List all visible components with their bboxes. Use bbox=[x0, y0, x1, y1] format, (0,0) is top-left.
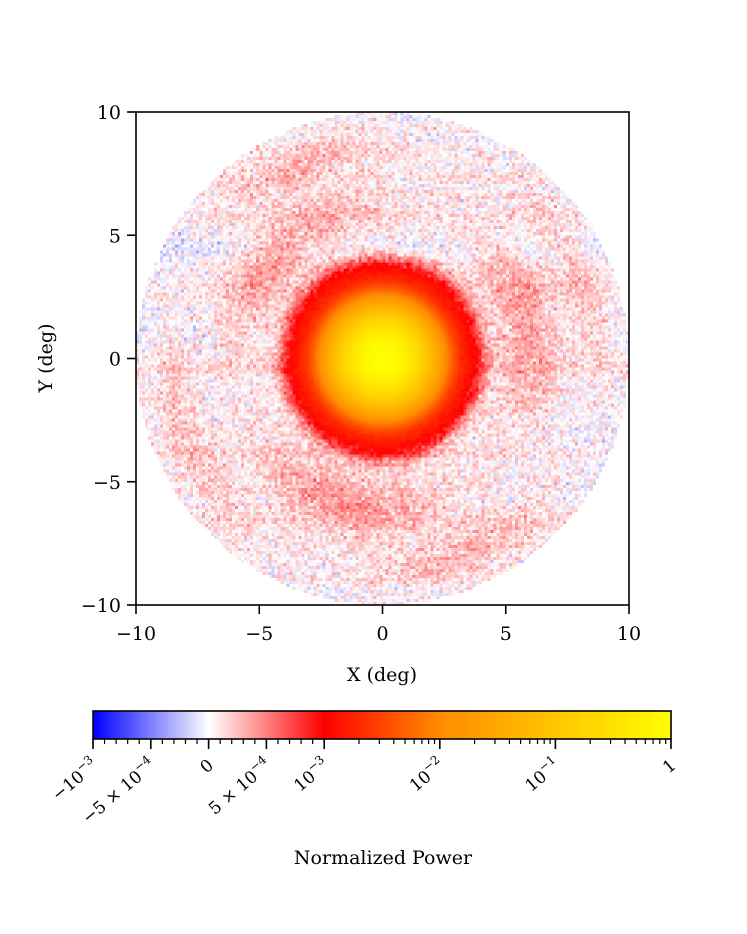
colorbar-tick-label: 5 × 10−4 bbox=[203, 752, 276, 819]
y-tick-label: −10 bbox=[81, 595, 121, 617]
x-tick-label: 5 bbox=[500, 623, 512, 645]
x-tick-label: −10 bbox=[116, 623, 156, 645]
x-tick-label: −5 bbox=[245, 623, 273, 645]
y-tick-label: 5 bbox=[109, 225, 121, 247]
x-tick-label: 0 bbox=[376, 623, 388, 645]
colorbar-tick-label: 1 bbox=[659, 756, 680, 778]
colorbar-tick-label: 10−2 bbox=[403, 752, 449, 796]
x-axis: −10 −5 0 5 10 bbox=[116, 605, 641, 645]
colorbar-frame bbox=[92, 710, 672, 740]
heatmap-image bbox=[136, 112, 629, 605]
colorbar-label: Normalized Power bbox=[294, 847, 473, 869]
x-tick-label: 10 bbox=[617, 623, 641, 645]
y-axis: −10 −5 0 5 10 bbox=[81, 102, 136, 617]
colorbar: −10−3−5 × 10−4 05 × 10−410−310−210−1 1 bbox=[46, 710, 680, 828]
x-axis-label: X (deg) bbox=[347, 664, 417, 686]
colorbar-tick-label: 10−1 bbox=[519, 752, 565, 796]
colorbar-tick-label: 10−3 bbox=[288, 752, 334, 796]
y-tick-label: −5 bbox=[93, 472, 121, 494]
y-tick-label: 10 bbox=[97, 102, 121, 124]
y-tick-label: 0 bbox=[109, 349, 121, 371]
colorbar-tick-label: 0 bbox=[197, 756, 218, 778]
colorbar-tick-labels: −10−3−5 × 10−4 05 × 10−410−310−210−1 1 bbox=[46, 752, 680, 828]
y-axis-label: Y (deg) bbox=[35, 324, 57, 394]
colorbar-ticks bbox=[92, 739, 672, 749]
colorbar-tick-label: −10−3 bbox=[46, 752, 102, 805]
